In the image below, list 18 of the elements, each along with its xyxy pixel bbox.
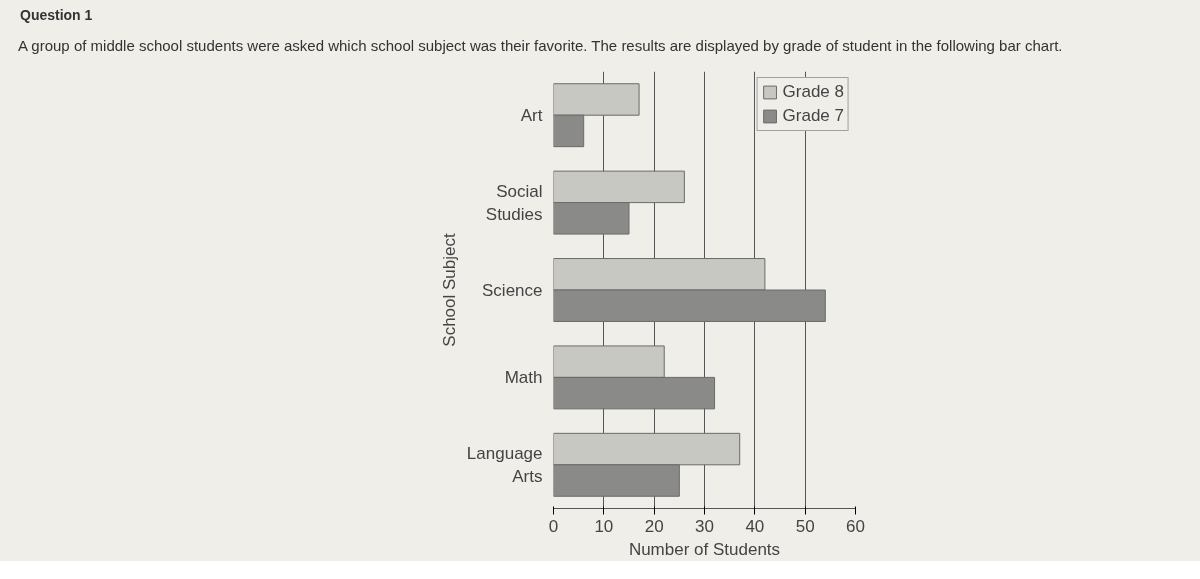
x-tick-label: 30: [695, 516, 714, 536]
text: Question 1: [20, 6, 93, 25]
x-tick-label: 20: [644, 516, 664, 536]
x-tick-label: 50: [795, 516, 815, 536]
y-tick-label: Language Arts: [466, 444, 543, 487]
x-tick-label: 10: [594, 516, 614, 536]
y-tick-label: Science: [482, 280, 543, 300]
x-tick-label: 40: [745, 516, 765, 536]
x-axis-title: Number of Students: [628, 539, 781, 559]
x-tick-label: 60: [846, 516, 865, 536]
y-tick-label: Math: [504, 368, 543, 388]
legend-label: Grade 8: [782, 82, 844, 103]
y-tick-label: Social Studies: [485, 182, 543, 224]
y-tick-label: Art: [520, 106, 543, 126]
chart-subtitle: A group of middle school students were asked which school subject was their favorite. The results are displayed by grade of student in the following bar chart.: [18, 36, 1063, 56]
legend-label: Grade 7: [782, 106, 844, 127]
y-axis-title: School Subject: [439, 233, 459, 348]
x-tick-label: 0: [548, 516, 559, 536]
